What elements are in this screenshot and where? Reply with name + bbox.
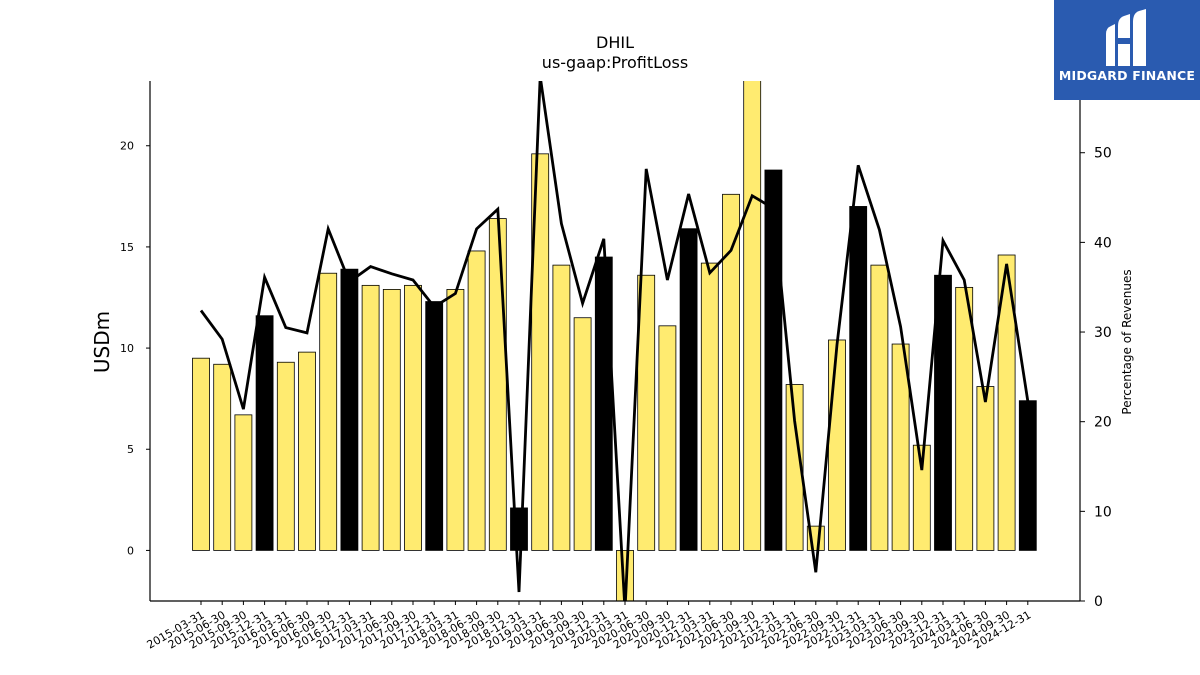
bar: [255, 315, 274, 551]
bar: [382, 289, 401, 551]
bar: [552, 264, 571, 551]
bar: [298, 351, 316, 551]
bar: [976, 386, 995, 551]
bar: [361, 284, 380, 551]
bar: [743, 81, 762, 551]
bar: [700, 262, 719, 551]
y2-tick-label: 20: [1094, 415, 1112, 431]
bar: [658, 325, 677, 551]
y2-axis-label: Percentage of Revenues: [1120, 269, 1134, 414]
bar: [425, 301, 444, 551]
bar: [637, 274, 656, 551]
y-axis-label: USDm: [90, 311, 114, 373]
y-tick-label: 0: [127, 544, 134, 557]
bars-group: [192, 81, 1037, 601]
bar: [510, 507, 528, 551]
bar: [997, 254, 1016, 551]
bar: [828, 339, 846, 551]
bar: [1018, 400, 1037, 551]
y-tick-label: 15: [120, 241, 134, 254]
bar: [849, 206, 868, 551]
bar: [192, 357, 210, 551]
bar: [870, 264, 889, 551]
y2-tick-label: 0: [1094, 594, 1103, 610]
brand-logo: MIDGARD FINANCE: [1054, 0, 1200, 100]
y2-tick-label: 40: [1094, 235, 1112, 251]
y-tick-label: 20: [120, 140, 134, 153]
bar: [276, 361, 295, 551]
bar: [934, 274, 952, 551]
bar: [679, 228, 698, 551]
bar: [319, 272, 338, 551]
bar: [573, 317, 592, 551]
line-series: [199, 81, 1030, 601]
bar: [722, 193, 740, 551]
y2-tick-label: 30: [1094, 325, 1112, 341]
y2-tick-label: 10: [1094, 504, 1112, 520]
bar: [785, 384, 804, 551]
logo-text: MIDGARD FINANCE: [1058, 68, 1196, 83]
y2-tick-label: 50: [1094, 146, 1112, 162]
midgard-logo-icon: [1106, 9, 1146, 66]
bar: [488, 218, 507, 551]
bar: [446, 289, 465, 551]
chart-title: DHIL: [596, 33, 634, 52]
chart-subtitle: us-gaap:ProfitLoss: [542, 53, 688, 72]
bar: [616, 550, 634, 601]
y-tick-label: 10: [120, 342, 134, 355]
bar: [213, 363, 232, 551]
y-tick-label: 5: [127, 443, 134, 456]
bar: [234, 414, 253, 551]
bar: [594, 256, 613, 551]
line-group: [199, 81, 1030, 601]
bar: [912, 444, 931, 551]
bar: [467, 250, 486, 551]
bar: [531, 153, 550, 551]
bar: [340, 268, 359, 551]
bar: [764, 169, 783, 551]
bar: [404, 284, 422, 551]
bar: [891, 343, 910, 551]
bar: [955, 286, 974, 551]
